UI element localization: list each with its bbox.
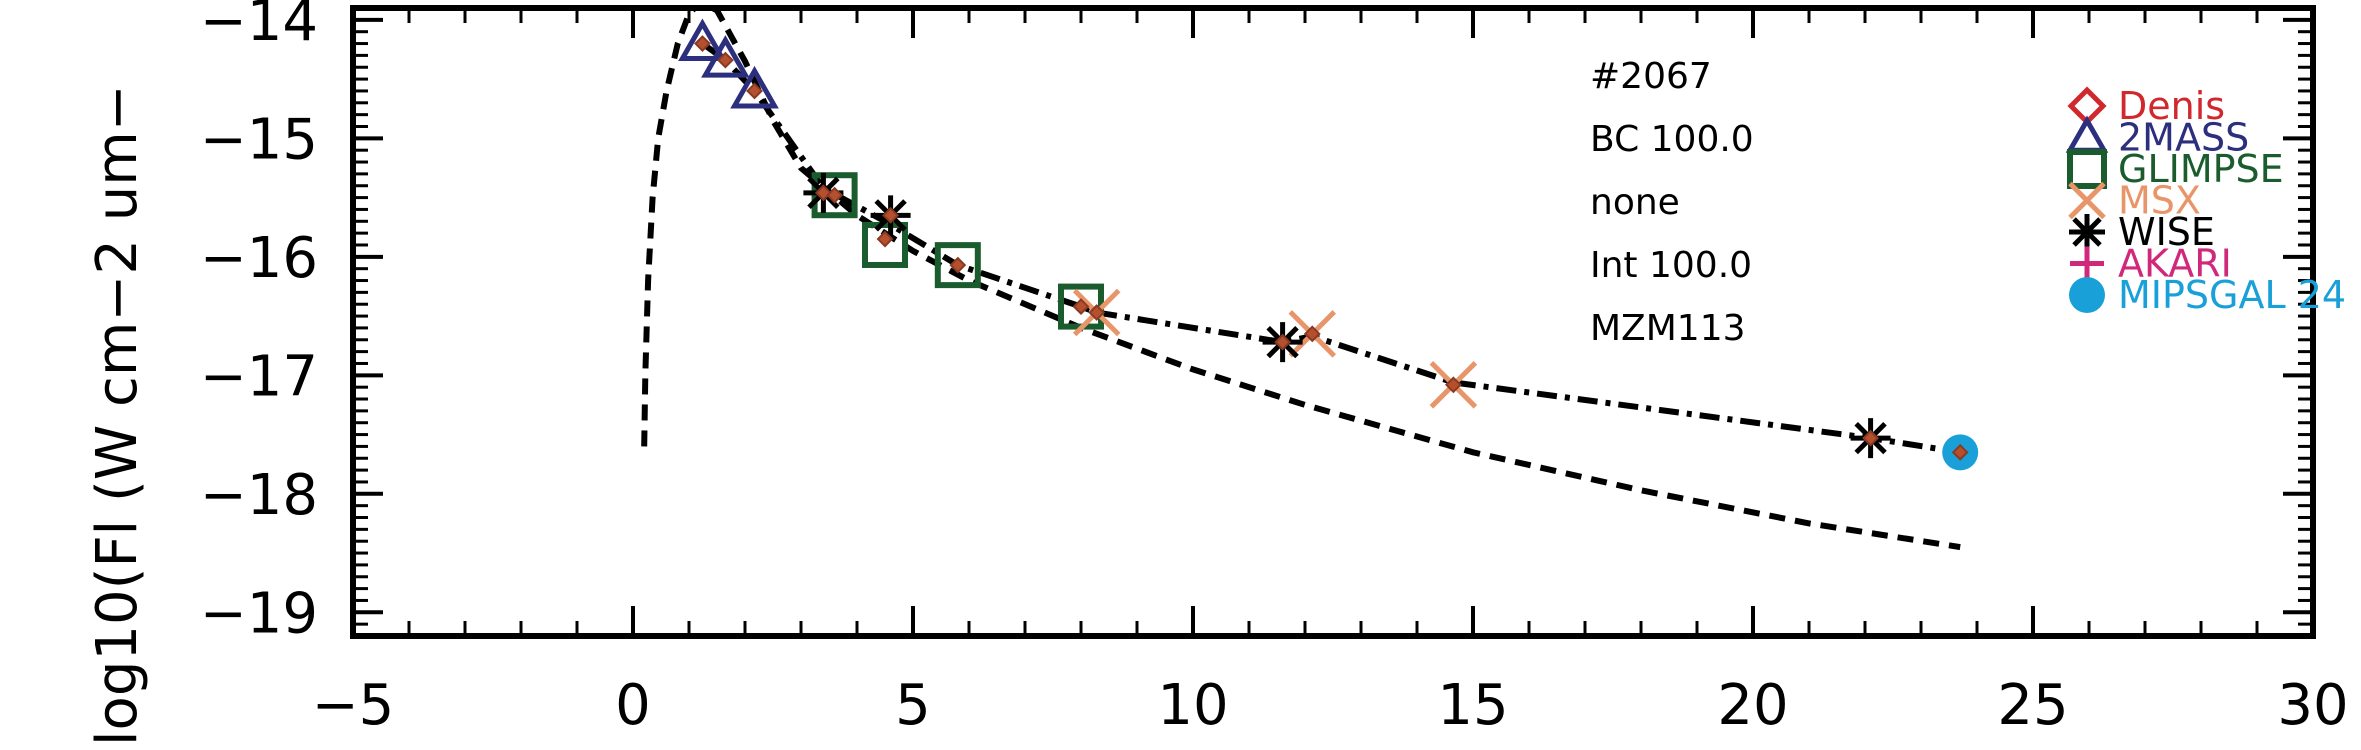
legend-label: 2MASS: [2118, 116, 2249, 160]
data-point-2mass: [701, 35, 750, 78]
legend-marker: [2070, 246, 2104, 281]
y-axis-label: log10(Fl (W cm−2 um−: [85, 84, 150, 746]
x-tick-label: 30: [2277, 673, 2348, 738]
info-line: BC 100.0: [1590, 119, 1754, 160]
y-tick-label: −15: [200, 107, 318, 172]
legend-label: MSX: [2118, 179, 2201, 223]
data-point-photometry: [1444, 376, 1462, 394]
data-point-glimpse: [862, 221, 908, 268]
plot-frame: [350, 5, 2316, 639]
y-tick-label: −17: [200, 344, 318, 409]
data-point-photometry: [826, 186, 844, 204]
legend-marker: [2068, 181, 2106, 220]
x-tick-label: 15: [1437, 673, 1508, 738]
axis-ticks: −5 0 5 10 15 20 25 30 −19 −18 −17 −16 −15 −14: [200, 0, 2349, 738]
legend-label: GLIMPSE: [2118, 147, 2284, 191]
data-point-photometry: [876, 230, 894, 248]
info-line: #2067: [1590, 56, 1712, 97]
data-point-photometry: [882, 206, 900, 224]
model-curve-dashdot: [700, 41, 1961, 456]
legend-marker: [2069, 214, 2105, 250]
y-tick-label: −18: [200, 463, 318, 528]
y-tick-label: −19: [200, 581, 318, 646]
x-tick-label: −5: [312, 673, 395, 738]
y-tick-label: −16: [200, 226, 318, 291]
info-line: Int 100.0: [1590, 245, 1752, 286]
x-tick-label: 5: [895, 673, 931, 738]
info-block: #2067 BC 100.0 none Int 100.0 MZM113: [1590, 56, 1754, 349]
legend-label: AKARI: [2118, 242, 2232, 286]
data-point-photometry: [746, 82, 763, 100]
x-tick-label: 0: [615, 673, 651, 738]
data-point-photometry: [694, 35, 711, 52]
data-point-photometry: [1862, 429, 1880, 447]
data-point-photometry: [1072, 298, 1090, 316]
data-point-photometry: [814, 184, 832, 202]
data-point-photometry: [716, 51, 734, 69]
model-curve-dashed: [641, 8, 1961, 551]
legend-marker: [2067, 149, 2107, 189]
legend-label: WISE: [2118, 210, 2215, 254]
info-line: none: [1590, 182, 1680, 223]
legend-marker: [2065, 115, 2109, 153]
data-point-photometry: [1951, 443, 1969, 461]
legend-marker: [2069, 277, 2105, 313]
x-tick-label: 10: [1157, 673, 1228, 738]
data-point-photometry: [949, 256, 967, 274]
model-curves: [641, 8, 1961, 551]
legend-label: Denis: [2118, 84, 2225, 128]
data-point-photometry: [1274, 333, 1292, 351]
data-point-2mass: [678, 18, 727, 62]
x-tick-label: 20: [1717, 673, 1788, 738]
legend-label: MIPSGAL 24: [2118, 273, 2346, 317]
data-point-2mass: [730, 65, 779, 109]
data-point-glimpse: [934, 242, 981, 289]
data-point-photometry: [1088, 304, 1106, 321]
data-markers: [678, 18, 1979, 471]
info-line: MZM113: [1590, 308, 1746, 349]
y-tick-label: −14: [200, 0, 318, 54]
x-tick-label: 25: [1997, 673, 2068, 738]
data-point-photometry: [1303, 325, 1321, 343]
